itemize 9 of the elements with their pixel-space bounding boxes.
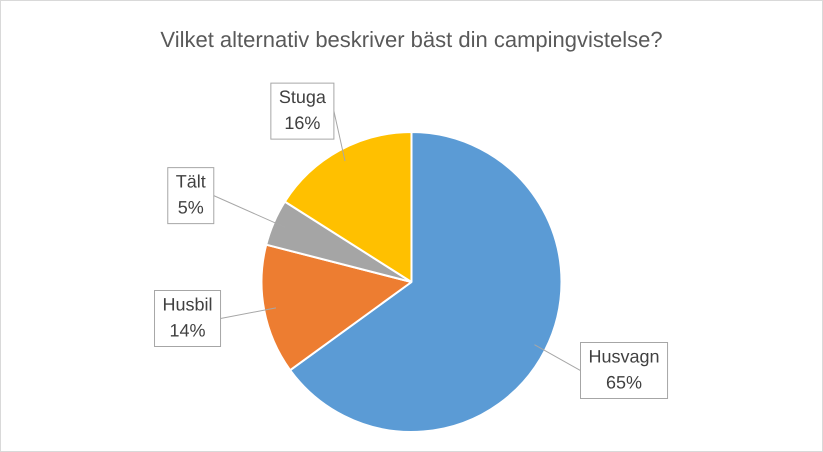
slice-label: Stuga xyxy=(278,87,327,108)
data-label: 65% xyxy=(606,372,642,392)
slice-label: Husbil xyxy=(162,294,213,315)
slice-label: Tält xyxy=(176,172,206,192)
slice-label: Husvagn xyxy=(588,346,660,366)
data-label: 14% xyxy=(170,320,206,341)
data-label: 5% xyxy=(178,198,204,218)
data-label: 16% xyxy=(284,113,320,134)
chart-title: Vilket alternativ beskriver bäst din campingvistelse? xyxy=(160,27,663,52)
